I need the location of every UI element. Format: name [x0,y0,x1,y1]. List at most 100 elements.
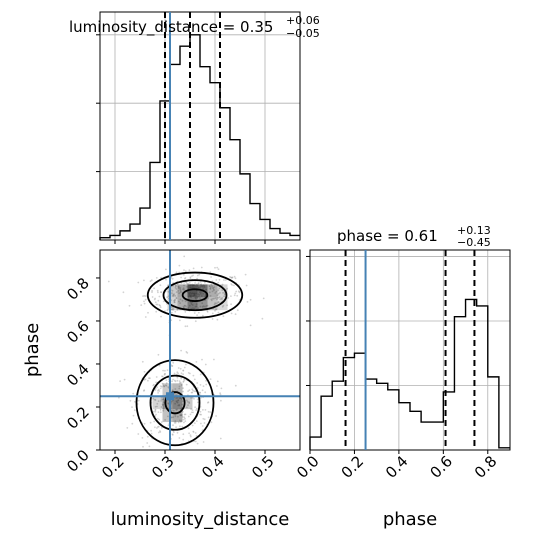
scatter-point [203,422,206,424]
scatter-point [179,381,182,384]
ld-hist-grid [100,12,300,240]
density-cell-14 [162,409,173,423]
density-cell-19 [182,396,193,410]
scatter-point [193,378,196,381]
scatter-point [155,413,157,416]
scatter-point [204,281,206,284]
density-cell-4 [177,284,188,298]
scatter-point [157,400,160,402]
phase-hist-title-lower-error: −0.45 [457,236,491,249]
scatter-point [156,427,158,429]
scatter-point [209,286,212,289]
scatter-point [149,280,152,283]
scatter-point [178,264,181,267]
scatter-point [131,406,133,408]
scatter-point [182,381,185,383]
scatter-point [143,370,146,373]
scatter-point [193,390,196,393]
scatter-point [206,310,209,312]
scatter-point [148,377,150,380]
scatter-point [159,284,162,287]
scatter-point [217,297,220,299]
scatter-point [197,282,200,284]
scatter-point [178,387,181,390]
joint-xtick-label-3: 0.5 [248,452,278,482]
scatter-point [143,422,146,425]
scatter-point [186,286,188,288]
scatter-point [188,401,191,404]
scatter-point [164,419,167,421]
scatter-point [214,297,217,299]
scatter-point [217,301,220,303]
scatter-point [205,305,208,307]
scatter-point [162,384,165,387]
scatter-point [160,406,163,408]
scatter-point [181,414,183,416]
scatter-point [196,398,199,401]
joint-xtick-label-2: 0.4 [198,452,228,482]
scatter-point [214,292,217,294]
scatter-point [222,292,224,294]
scatter-point [179,408,182,411]
scatter-point [195,434,198,437]
scatter-point [131,456,133,458]
scatter-point [188,282,191,284]
scatter-point [234,384,237,387]
scatter-point [160,398,163,401]
scatter-point [216,318,219,321]
scatter-point [233,294,236,297]
scatter-point [144,378,147,381]
scatter-point [205,383,208,386]
scatter-point [236,294,239,297]
scatter-point [154,409,157,411]
phase-xtick-label-1: 0.2 [338,452,368,482]
scatter-point [132,392,135,395]
scatter-point [159,430,161,432]
scatter-point [161,375,163,378]
scatter-point [162,369,165,372]
scatter-point [178,285,180,288]
scatter-point [214,266,216,269]
scatter-point [175,291,178,293]
scatter-point [177,300,180,303]
scatter-point [221,305,224,308]
scatter-point [158,304,161,306]
scatter-point [181,410,184,413]
scatter-point [172,378,175,381]
density-cell-3 [207,297,218,311]
scatter-point [249,298,252,301]
scatter-point [178,419,181,422]
scatter-point [220,297,223,300]
scatter-point [209,295,212,297]
scatter-point [177,367,180,369]
scatter-point [213,286,216,288]
density-cell-17 [172,383,183,397]
scatter-point [151,289,154,292]
lower-contour-inner [164,391,186,415]
scatter-point [172,431,175,434]
scatter-point [249,324,252,327]
scatter-point [173,372,176,375]
scatter-point [143,300,145,303]
scatter-point [185,351,188,353]
density-cell-7 [207,284,218,298]
scatter-point [177,286,180,289]
scatter-point [165,384,168,387]
joint-xtick-label-0: 0.2 [98,452,128,482]
joint-ticks [96,277,266,454]
joint-ytick-label-4: 0.8 [63,274,93,304]
scatter-point [176,283,179,286]
scatter-point [183,413,186,416]
scatter-point [183,255,186,258]
scatter-point [118,396,120,399]
scatter-point [184,417,186,420]
scatter-point [221,289,224,292]
scatter-point [209,288,212,290]
scatter-point [215,302,218,305]
scatter-point [182,288,184,291]
scatter-point [178,404,181,406]
scatter-point [179,425,181,428]
scatter-point [159,385,162,387]
scatter-point [174,415,177,418]
scatter-point [221,297,224,299]
